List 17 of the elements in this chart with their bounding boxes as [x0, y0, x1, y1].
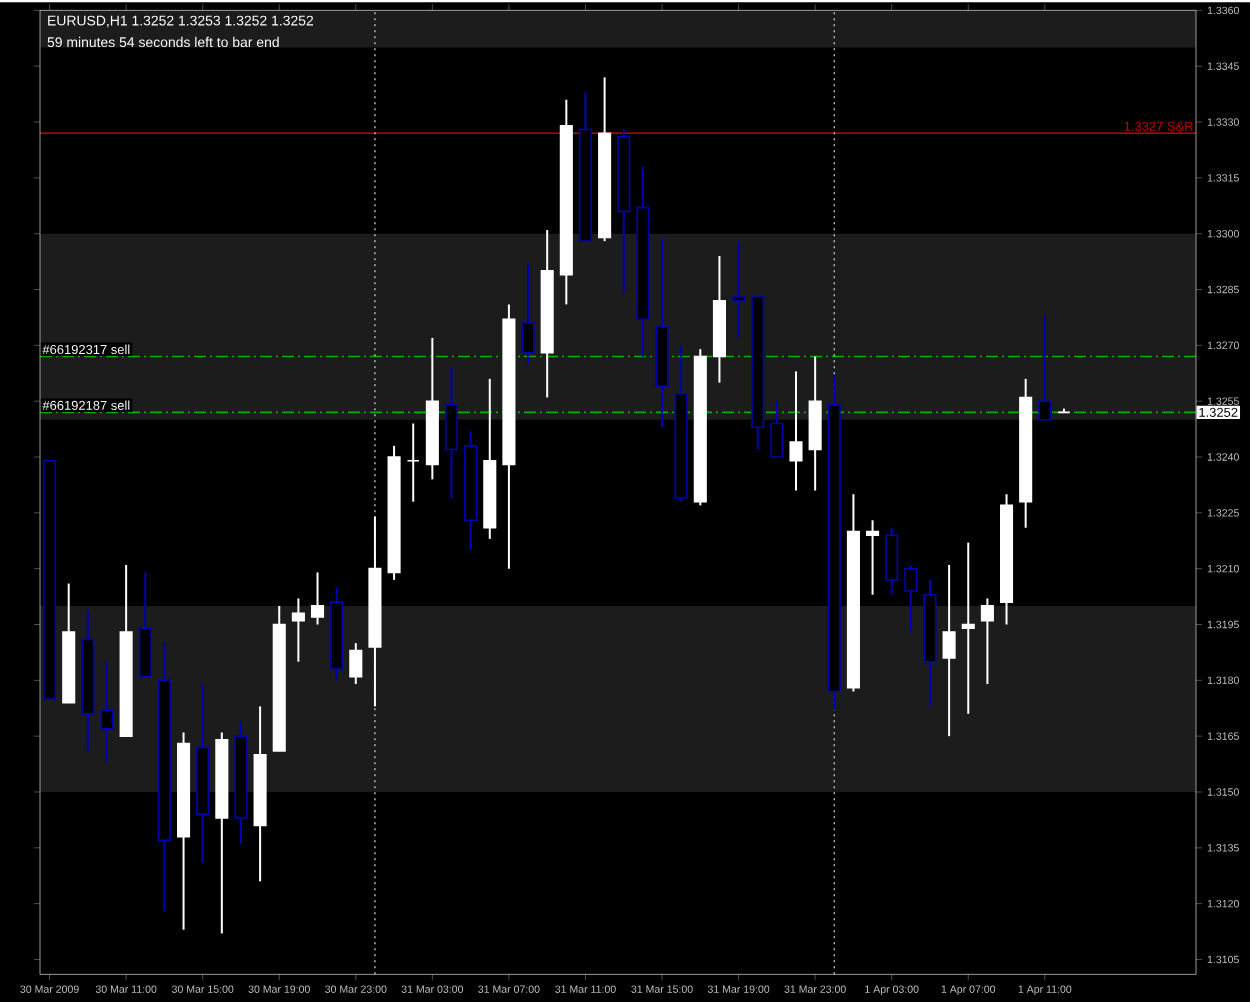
- candlestick: [770, 399, 784, 458]
- candlestick: [100, 660, 114, 764]
- candlestick: [406, 422, 420, 503]
- candlestick: [789, 370, 803, 492]
- candlestick: [961, 541, 975, 715]
- candlestick: [310, 571, 325, 626]
- candlestick: [866, 519, 880, 596]
- candlestick: [1038, 314, 1052, 421]
- candlestick: [732, 239, 746, 339]
- candlestick: [942, 563, 956, 737]
- candlestick: [291, 597, 305, 663]
- candlestick: [444, 366, 459, 499]
- candlestick: [980, 597, 994, 685]
- candlestick: [885, 526, 899, 596]
- candlestick: [349, 641, 363, 685]
- candlestick: [521, 262, 535, 365]
- candlestick: [904, 563, 918, 633]
